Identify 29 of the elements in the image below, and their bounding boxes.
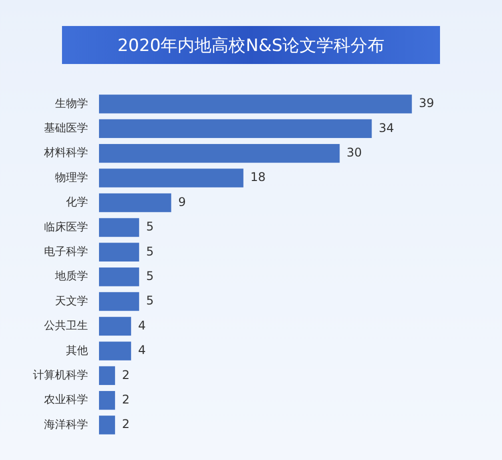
y-tick-label: 海洋科学 <box>44 418 88 431</box>
data-label: 5 <box>146 294 154 308</box>
y-tick-label: 计算机科学 <box>33 368 88 382</box>
y-tick-label: 化学 <box>66 196 88 209</box>
y-tick-label: 临床医学 <box>44 220 88 234</box>
y-tick-label: 地质学 <box>54 270 88 283</box>
data-label: 39 <box>418 96 434 110</box>
y-tick-label: 天文学 <box>55 294 88 308</box>
y-tick-label: 物理学 <box>55 170 88 184</box>
data-label: 9 <box>178 194 186 209</box>
y-tick-label: 材料科学 <box>43 146 88 160</box>
data-label: 34 <box>378 120 394 135</box>
y-tick-label: 公共卫生 <box>44 319 88 332</box>
data-label: 5 <box>146 268 154 283</box>
y-tick-label: 基础医学 <box>44 122 88 135</box>
data-label: 30 <box>346 145 362 160</box>
data-label: 2 <box>122 417 130 432</box>
y-tick-label: 农业科学 <box>44 393 88 406</box>
data-label: 2 <box>122 392 130 406</box>
data-label: 2 <box>122 368 130 382</box>
data-label: 4 <box>138 318 146 332</box>
data-label: 5 <box>146 220 154 234</box>
data-label: 5 <box>146 244 154 258</box>
y-tick-label: 其他 <box>66 344 88 357</box>
data-label: 4 <box>138 343 146 358</box>
chart-title: 2020年内地高校N&S论文学科分布 <box>117 34 385 56</box>
data-label: 18 <box>250 170 266 184</box>
y-tick-label: 电子科学 <box>44 245 88 258</box>
y-tick-label: 生物学 <box>55 96 88 110</box>
